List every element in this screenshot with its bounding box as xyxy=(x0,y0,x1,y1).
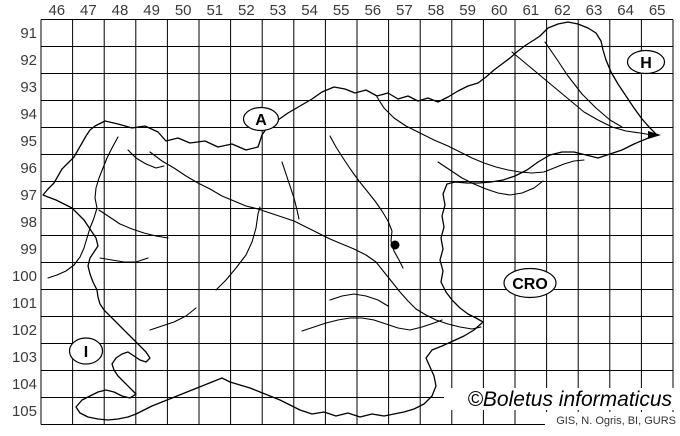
grid-labels: 46 47 48 49 50 51 52 53 54 55 56 57 58 59 60 61 62 63 64 65… xyxy=(12,2,666,420)
rivers xyxy=(47,41,653,332)
grid-column-label: 62 xyxy=(554,2,571,19)
grid-row-label: 94 xyxy=(20,106,37,123)
grid-row-label: 92 xyxy=(20,52,37,69)
grid-column-label: 49 xyxy=(143,2,160,19)
grid-row-label: 96 xyxy=(20,160,37,177)
grid-row-label: 98 xyxy=(20,214,37,231)
river xyxy=(149,307,197,331)
country-label-hungary: H xyxy=(626,49,666,75)
sources-text: GIS, N. Ogris, BI, GURS xyxy=(556,415,676,427)
grid-row-label: 93 xyxy=(20,79,37,96)
country-label-italy: I xyxy=(68,337,104,365)
river xyxy=(281,161,300,220)
grid-row-label: 104 xyxy=(12,376,37,393)
grid-column-label: 64 xyxy=(617,2,634,19)
grid-column-label: 47 xyxy=(80,2,97,19)
occurrence-dot xyxy=(390,240,400,250)
grid-row-label: 100 xyxy=(12,268,37,285)
grid-column-label: 50 xyxy=(175,2,192,19)
grid-column-label: 51 xyxy=(206,2,223,19)
credits: ©Boletus informaticus GIS, N. Ogris, BI,… xyxy=(444,388,678,428)
river xyxy=(511,51,653,136)
hungary-label: H xyxy=(640,55,652,72)
river xyxy=(329,293,389,307)
grid-column-label: 61 xyxy=(522,2,539,19)
italy-oval xyxy=(68,337,104,365)
river xyxy=(301,317,443,332)
river xyxy=(127,149,165,169)
grid-column-label: 48 xyxy=(112,2,129,19)
grid-column-label: 57 xyxy=(396,2,413,19)
slovenia-border xyxy=(42,21,657,421)
austria-label: A xyxy=(255,112,267,129)
river xyxy=(215,206,261,291)
grid-column-label: 65 xyxy=(649,2,666,19)
river xyxy=(544,41,623,128)
grid-column-label: 60 xyxy=(491,2,508,19)
grid-column-label: 52 xyxy=(238,2,255,19)
grid-row-label: 103 xyxy=(12,349,37,366)
copyright-text: ©Boletus informaticus xyxy=(467,388,672,411)
river xyxy=(47,136,119,279)
grid-row-label: 99 xyxy=(20,241,37,258)
grid-row-label: 105 xyxy=(12,403,37,420)
sources-backdrop xyxy=(545,412,678,428)
grid-lines xyxy=(40,19,674,425)
grid-column-label: 46 xyxy=(48,2,65,19)
grid-row-label: 97 xyxy=(20,187,37,204)
croatia-oval xyxy=(503,267,557,299)
hungary-oval xyxy=(626,49,666,75)
grid-column-label: 54 xyxy=(301,2,318,19)
grid-column-label: 55 xyxy=(333,2,350,19)
grid-column-label: 59 xyxy=(459,2,476,19)
country-label-croatia: CRO xyxy=(503,267,557,299)
grid-column-label: 53 xyxy=(270,2,287,19)
grid-column-label: 56 xyxy=(364,2,381,19)
grid-column-label: 58 xyxy=(428,2,445,19)
grid-row-label: 101 xyxy=(12,295,37,312)
croatia-label: CRO xyxy=(512,276,548,293)
river xyxy=(376,96,585,174)
grid-row-label: 91 xyxy=(20,25,37,42)
country-label-austria: A xyxy=(242,106,280,132)
river xyxy=(329,135,404,269)
grid-row-label: 102 xyxy=(12,322,37,339)
copyright-backdrop xyxy=(444,388,676,410)
grid-column-label: 63 xyxy=(586,2,603,19)
grid-row-label: 95 xyxy=(20,133,37,150)
east-tip-arrow-icon xyxy=(648,131,661,139)
river xyxy=(437,161,544,196)
river xyxy=(99,257,149,263)
italy-label: I xyxy=(84,344,88,361)
river xyxy=(149,151,482,330)
river xyxy=(98,209,169,239)
austria-oval xyxy=(242,106,280,132)
